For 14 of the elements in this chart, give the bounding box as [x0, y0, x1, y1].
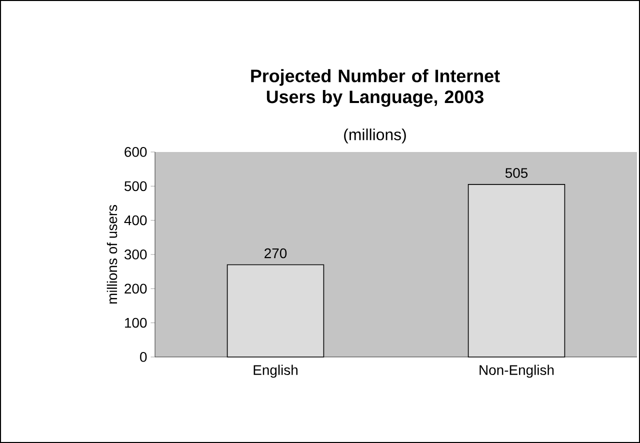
y-tick-label: 400	[124, 215, 147, 226]
y-tick-label: 200	[124, 284, 147, 294]
y-tick-label: 0	[140, 352, 147, 362]
x-tick-label: Non-English	[480, 364, 554, 378]
y-tick-label: 500	[124, 181, 147, 192]
data-label: 505	[505, 168, 528, 178]
y-tick-label: 100	[125, 318, 147, 328]
y-tick-label: 300	[124, 250, 147, 260]
chart-title: Projected Number of Internet Users by Language, 2003	[251, 69, 500, 107]
x-tick-label: English	[254, 364, 298, 378]
y-axis-title: millions of users	[106, 205, 118, 304]
y-tick-label: 600	[124, 147, 147, 157]
chart-subtitle: (millions)	[344, 128, 406, 144]
data-label: 270	[264, 248, 287, 258]
